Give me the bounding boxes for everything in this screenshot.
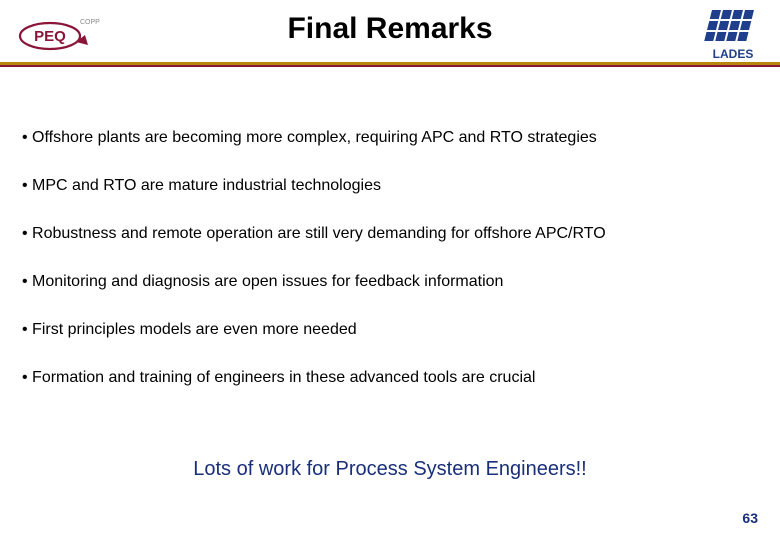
list-item: • First principles models are even more … [22,320,758,340]
list-item: • MPC and RTO are mature industrial tech… [22,176,758,196]
bullet-dot-icon: • [22,225,32,242]
bullet-text: Offshore plants are becoming more comple… [32,129,597,146]
bullet-dot-icon: • [22,177,32,194]
list-item: • Formation and training of engineers in… [22,368,758,388]
list-item: • Offshore plants are becoming more comp… [22,128,758,148]
page-number: 63 [742,510,758,526]
bullet-text: Monitoring and diagnosis are open issues… [32,273,503,290]
bullet-dot-icon: • [22,321,32,338]
header-rule-bottom [0,65,780,67]
header-rule [0,62,780,66]
callout-text: Lots of work for Process System Engineer… [0,458,780,481]
bullet-text: Robustness and remote operation are stil… [32,225,606,242]
bullet-text: MPC and RTO are mature industrial techno… [32,177,381,194]
bullet-text: Formation and training of engineers in t… [32,369,535,386]
lades-text: LADES [713,47,754,61]
list-item: • Monitoring and diagnosis are open issu… [22,272,758,292]
bullet-list: • Offshore plants are becoming more comp… [22,128,758,416]
slide-header: PEQ COPPE Final Remarks [0,0,780,68]
bullet-dot-icon: • [22,369,32,386]
bullet-dot-icon: • [22,273,32,290]
lades-logo: LADES [704,10,762,67]
page-title: Final Remarks [0,12,780,46]
lades-grid [704,10,754,41]
bullet-text: First principles models are even more ne… [32,321,357,338]
lades-logo-svg: LADES [704,10,762,62]
list-item: • Robustness and remote operation are st… [22,224,758,244]
bullet-dot-icon: • [22,129,32,146]
